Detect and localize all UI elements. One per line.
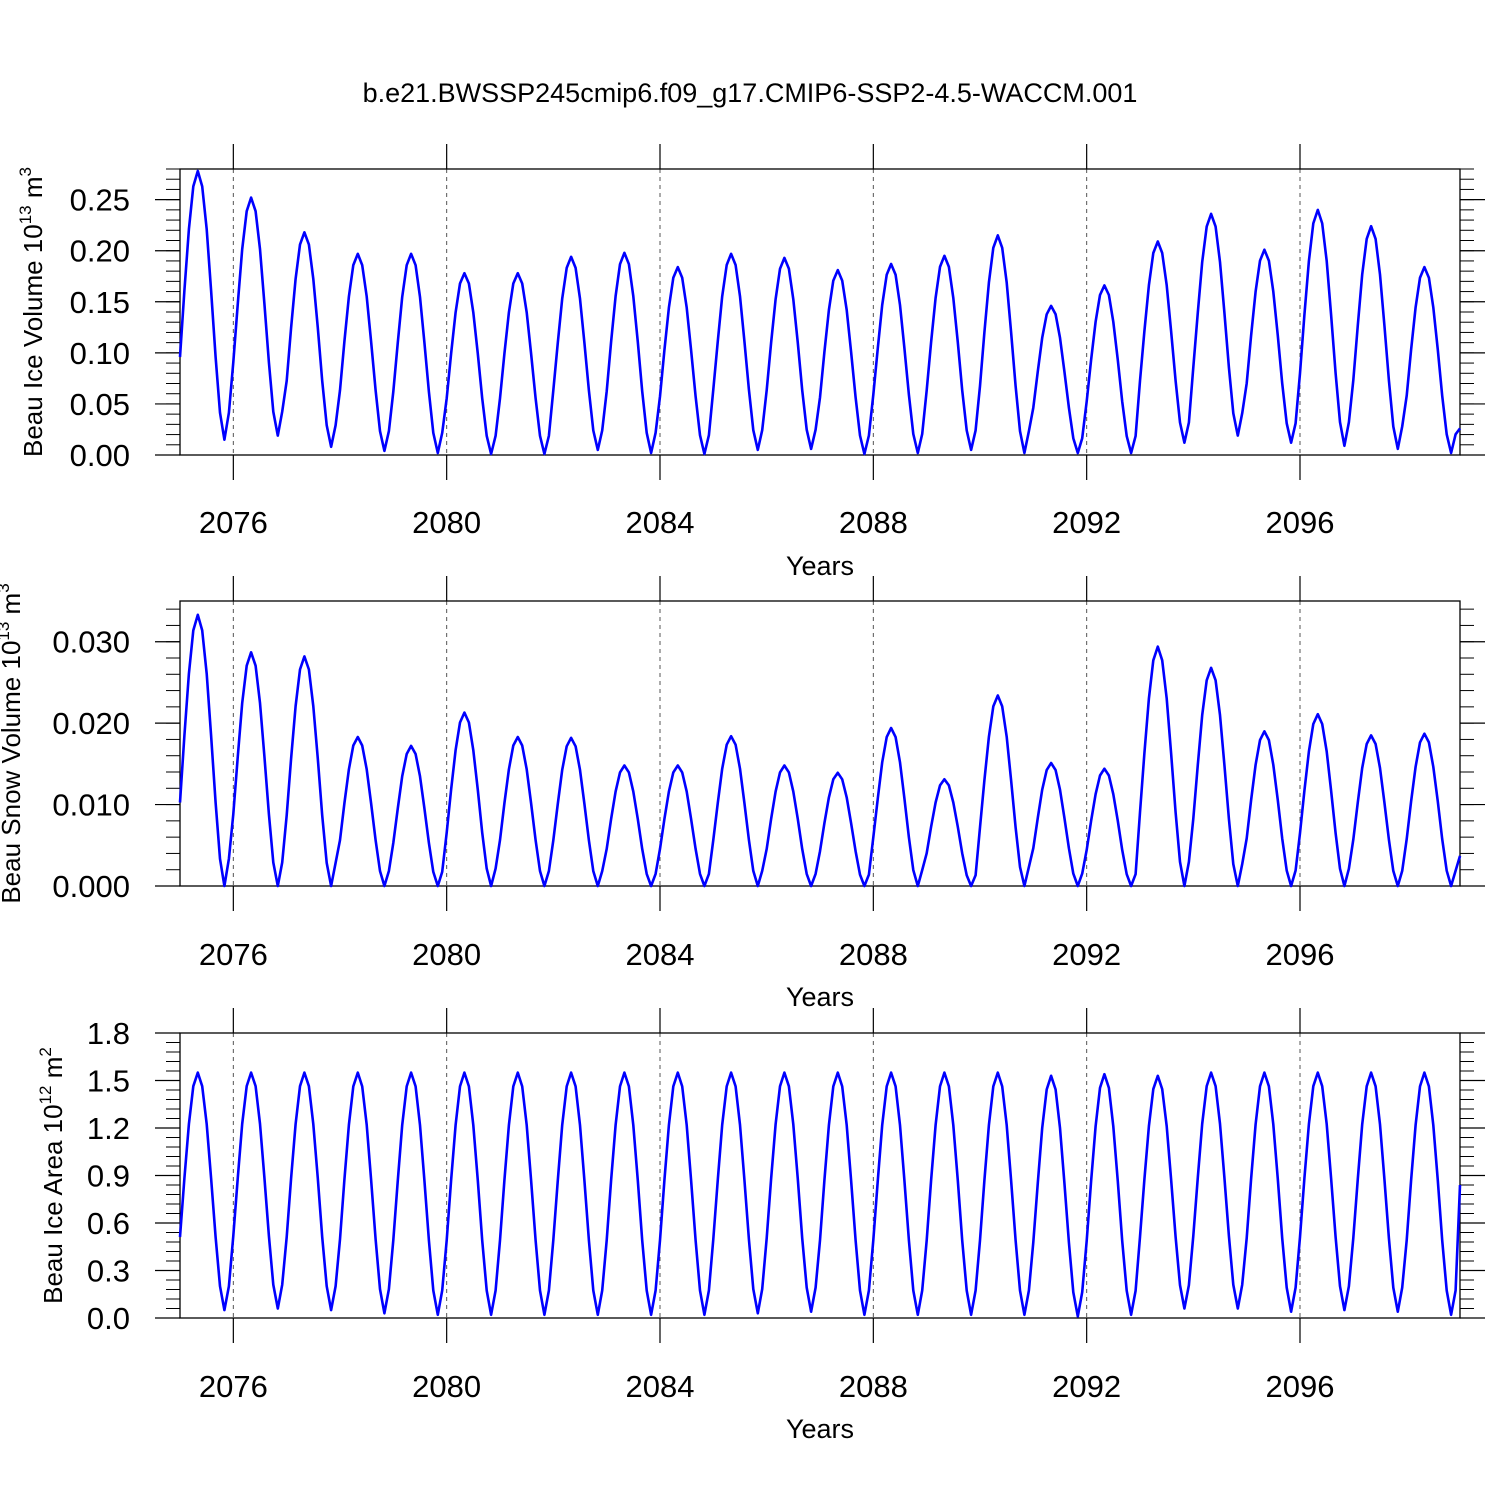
- y-tick-label: 0.6: [87, 1206, 130, 1241]
- y-tick-label: 0.20: [70, 234, 130, 269]
- x-tick-label-2092: 2092: [1052, 1369, 1121, 1404]
- chart-title: b.e21.BWSSP245cmip6.f09_g17.CMIP6-SSP2-4…: [362, 78, 1138, 108]
- y-tick-label: 0.3: [87, 1254, 130, 1289]
- x-tick-label-2088: 2088: [839, 937, 908, 972]
- x-tick-label-2076: 2076: [199, 505, 268, 540]
- y-axis-label: Beau Ice Area 1012 m2: [36, 1047, 68, 1304]
- y-tick-label: 1.2: [87, 1111, 130, 1146]
- y-tick-label: 0.05: [70, 387, 130, 422]
- x-tick-label-2096: 2096: [1266, 937, 1335, 972]
- x-axis-label: Years: [786, 982, 854, 1012]
- y-tick-label: 0.25: [70, 183, 130, 218]
- panel-3: 0.0 0.3 0.6 0.9 1.2 1.5 1.8 2076 2080 2084 2088 209…: [36, 1008, 1485, 1444]
- x-tick-label-2096: 2096: [1266, 505, 1335, 540]
- x-tick-label-2076: 2076: [199, 1369, 268, 1404]
- x-tick-label-2088: 2088: [839, 505, 908, 540]
- y-tick-label: 0.0: [87, 1301, 130, 1336]
- y-tick-label: 1.8: [87, 1016, 130, 1051]
- plot-frame: [179, 168, 1461, 456]
- series-line-1: [178, 169, 1462, 456]
- x-axis-label: Years: [786, 551, 854, 581]
- y-tick-label: 0.10: [70, 336, 130, 371]
- x-tick-label-2084: 2084: [626, 505, 695, 540]
- y-tick-label: 1.5: [87, 1064, 130, 1099]
- panel-1: 0.00 0.05 0.10 0.15 0.20 0.25 2076 2080 2084 2088…: [16, 144, 1485, 581]
- x-axis-label: Years: [786, 1414, 854, 1444]
- x-tick-label-2084: 2084: [626, 937, 695, 972]
- x-tick-label-2088: 2088: [839, 1369, 908, 1404]
- x-tick-label-2080: 2080: [412, 1369, 481, 1404]
- y-tick-label: 0.030: [52, 625, 130, 660]
- x-tick-label-2092: 2092: [1052, 937, 1121, 972]
- y-tick-label: 0.000: [52, 869, 130, 904]
- panel-2: 0.000 0.010 0.020 0.030 2076 2080 2084 2088 2092…: [0, 576, 1485, 1012]
- y-tick-label: 0.00: [70, 438, 130, 473]
- y-tick-label: 0.9: [87, 1159, 130, 1194]
- x-tick-label-2076: 2076: [199, 937, 268, 972]
- x-tick-label-2084: 2084: [626, 1369, 695, 1404]
- x-tick-label-2080: 2080: [412, 505, 481, 540]
- x-tick-label-2096: 2096: [1266, 1369, 1335, 1404]
- plot-frame: [179, 1032, 1461, 1319]
- y-tick-label: 0.020: [52, 706, 130, 741]
- x-tick-label-2080: 2080: [412, 937, 481, 972]
- plot-frame: [179, 600, 1461, 887]
- y-axis-label: Beau Snow Volume 1013 m3: [0, 583, 26, 903]
- series-line-2: [178, 613, 1462, 888]
- y-axis-label: Beau Ice Volume 1013 m3: [16, 167, 48, 457]
- y-tick-label: 0.15: [70, 285, 130, 320]
- x-tick-label-2092: 2092: [1052, 505, 1121, 540]
- series-line-3: [178, 1071, 1462, 1318]
- y-tick-label: 0.010: [52, 788, 130, 823]
